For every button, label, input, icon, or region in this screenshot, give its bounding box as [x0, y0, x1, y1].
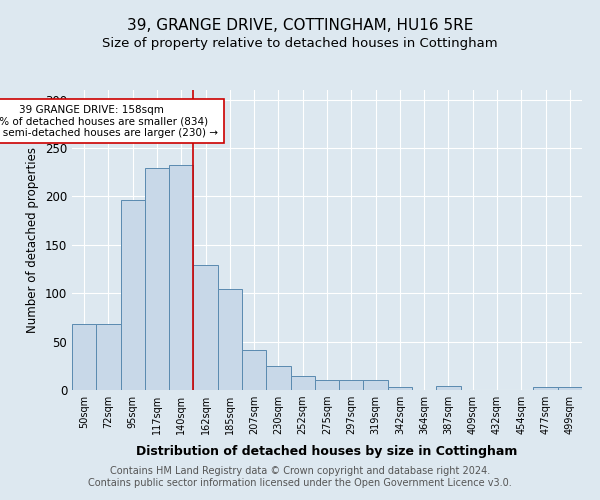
Bar — [266, 366, 290, 390]
Bar — [290, 376, 315, 390]
Bar — [96, 324, 121, 390]
Bar — [145, 168, 169, 390]
Bar — [121, 200, 145, 390]
Text: 39, GRANGE DRIVE, COTTINGHAM, HU16 5RE: 39, GRANGE DRIVE, COTTINGHAM, HU16 5RE — [127, 18, 473, 32]
Bar — [169, 166, 193, 390]
Text: Contains HM Land Registry data © Crown copyright and database right 2024.
Contai: Contains HM Land Registry data © Crown c… — [88, 466, 512, 487]
Bar — [388, 387, 412, 390]
Bar — [218, 290, 242, 390]
Bar — [533, 387, 558, 390]
Bar — [339, 380, 364, 390]
Bar — [72, 324, 96, 390]
Bar — [558, 387, 582, 390]
Bar — [193, 265, 218, 390]
Text: 39 GRANGE DRIVE: 158sqm
← 78% of detached houses are smaller (834)
22% of semi-d: 39 GRANGE DRIVE: 158sqm ← 78% of detache… — [0, 104, 218, 138]
X-axis label: Distribution of detached houses by size in Cottingham: Distribution of detached houses by size … — [136, 446, 518, 458]
Bar — [364, 380, 388, 390]
Text: Size of property relative to detached houses in Cottingham: Size of property relative to detached ho… — [102, 38, 498, 51]
Y-axis label: Number of detached properties: Number of detached properties — [26, 147, 40, 333]
Bar — [436, 386, 461, 390]
Bar — [315, 380, 339, 390]
Bar — [242, 350, 266, 390]
